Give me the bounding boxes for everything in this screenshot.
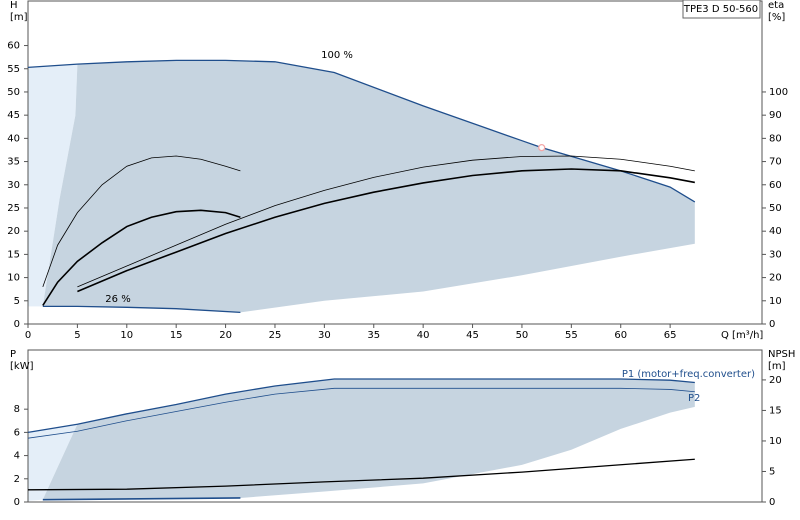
x-tick-label: 50 [516,330,529,341]
curve [42,209,241,306]
plot-frame [27,0,763,325]
y-tick-label: 40 [7,133,20,144]
curve [42,497,241,501]
curve [77,155,695,288]
x-tick-label: 0 [25,330,31,341]
title: TPE3 D 50-560 [683,4,758,15]
curve [77,168,695,293]
y2-tick-label: 0 [769,497,775,508]
y-tick-label: 30 [7,180,20,191]
y2-tick-label: 70 [769,157,782,168]
plot-frame [27,349,763,503]
y2-axis-label: eta [768,0,784,11]
y2-tick-label: 40 [769,226,782,237]
y2-tick-label: 10 [769,436,782,447]
annotation: 26 % [105,294,130,305]
y2-tick-label: 15 [769,405,782,416]
operating-area [42,60,695,313]
y2-tick-label: 10 [769,296,782,307]
curve [27,458,695,491]
x-tick-label: 40 [417,330,430,341]
legend-label: P2 [688,393,700,404]
x-tick-label: 30 [318,330,331,341]
y-tick-label: 0 [14,497,20,508]
curve [42,305,241,314]
curve [27,387,695,439]
x-tick-label: 60 [614,330,627,341]
y-axis-label: [kW] [10,361,34,372]
y2-tick-label: 60 [769,180,782,191]
x-tick-label: 20 [219,330,232,341]
y-tick-label: 2 [14,474,20,485]
y2-tick-label: 80 [769,133,782,144]
y2-tick-label: 20 [769,375,782,386]
y-tick-label: 4 [14,451,20,462]
operating-area [28,424,78,501]
operating-area [42,379,695,500]
x-tick-label: 65 [664,330,677,341]
y-tick-label: 8 [14,404,20,415]
title-box [682,0,761,19]
y2-tick-label: 100 [769,87,788,98]
curve [27,378,695,434]
y-axis-label: H [10,0,18,11]
y2-axis-label: [%] [768,12,785,23]
y-tick-label: 6 [14,427,20,438]
x-tick-label: 15 [170,330,183,341]
curve [42,155,241,288]
x-tick-label: 35 [367,330,380,341]
y-tick-label: 50 [7,87,20,98]
y-tick-label: 60 [7,41,20,52]
y-tick-label: 15 [7,249,20,260]
y2-axis-label: NPSH [768,349,795,360]
y2-tick-label: 20 [769,273,782,284]
y2-tick-label: 90 [769,110,782,121]
x-axis-label: Q [m³/h] [721,330,763,341]
x-tick-label: 45 [466,330,479,341]
y2-tick-label: 50 [769,203,782,214]
y-tick-label: 0 [14,319,20,330]
annotation: 100 % [321,50,353,61]
y2-tick-label: 5 [769,466,775,477]
y-axis-label: [m] [10,12,28,23]
y-tick-label: 5 [14,296,20,307]
duty-point [538,143,546,152]
y-tick-label: 45 [7,110,20,121]
y-tick-label: 35 [7,157,20,168]
y-tick-label: 10 [7,273,20,284]
x-tick-label: 55 [565,330,578,341]
y2-axis-label: [m] [768,361,786,372]
x-tick-label: 5 [74,330,80,341]
y-tick-label: 25 [7,203,20,214]
y-tick-label: 20 [7,226,20,237]
y-axis-label: P [10,349,16,360]
y2-tick-label: 30 [769,249,782,260]
x-tick-label: 10 [120,330,133,341]
y-tick-label: 55 [7,64,20,75]
operating-area [28,64,78,307]
legend-label: P1 (motor+freq.converter) [622,369,755,380]
x-tick-label: 25 [269,330,282,341]
y2-tick-label: 0 [769,319,775,330]
